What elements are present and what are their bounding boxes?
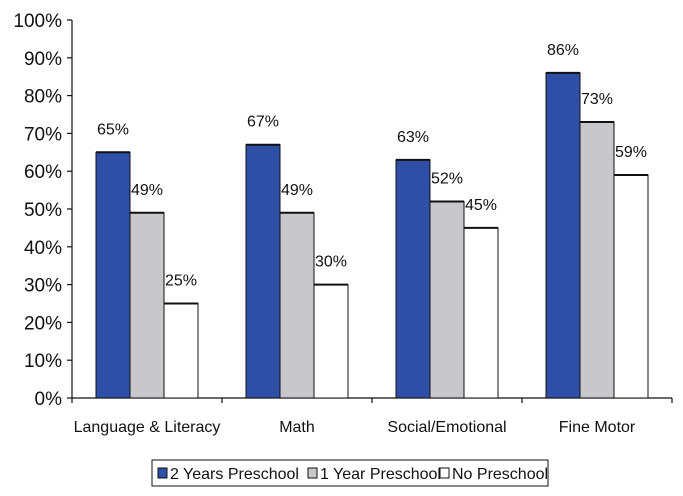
bar xyxy=(463,227,499,399)
x-tick-label: Math xyxy=(279,419,315,436)
data-label: 30% xyxy=(315,254,347,271)
y-tick-label: 20% xyxy=(24,313,62,334)
bar xyxy=(313,284,349,399)
y-tick-label: 40% xyxy=(24,238,62,259)
axes: 0% 10% 20% 30% 40% 50% 60% 70% 80% 90% 100% Languag… xyxy=(13,11,673,436)
bar xyxy=(545,72,581,399)
data-label: 52% xyxy=(431,170,463,187)
bar xyxy=(395,159,431,399)
data-label: 49% xyxy=(281,182,313,199)
legend-box xyxy=(151,459,549,487)
data-label: 49% xyxy=(131,182,163,199)
data-label: 73% xyxy=(581,91,613,108)
bar xyxy=(279,212,315,399)
y-tick-label: 70% xyxy=(24,124,62,145)
x-tick-label: Fine Motor xyxy=(559,419,636,436)
legend-label: 1 Year Preschool xyxy=(320,466,441,483)
y-tick-label: 10% xyxy=(24,351,62,372)
legend-swatch xyxy=(439,467,450,479)
legend-label: No Preschool xyxy=(452,466,548,483)
y-tick-label: 100% xyxy=(13,11,62,32)
data-label: 86% xyxy=(547,42,579,59)
data-label: 45% xyxy=(465,197,497,214)
data-label: 67% xyxy=(247,114,279,131)
bars: 65% 49% 25% 67% 49% 30% 63% 52%45% 86% 73% 59% xyxy=(95,42,649,399)
x-tick-label: Social/Emotional xyxy=(387,419,506,436)
y-tick-label: 80% xyxy=(24,87,62,108)
y-tick-label: 30% xyxy=(24,276,62,297)
legend: 2 Years Preschool 1 Year Preschool No Pres… xyxy=(151,459,549,487)
bar xyxy=(429,200,465,399)
bar xyxy=(163,303,199,399)
bar xyxy=(245,144,281,399)
legend-swatch xyxy=(157,467,168,479)
y-tick-label: 50% xyxy=(24,200,62,221)
bar xyxy=(95,151,131,399)
y-tick-label: 60% xyxy=(24,162,62,183)
data-label: 65% xyxy=(97,121,129,138)
data-label: 63% xyxy=(397,129,429,146)
y-tick-label: 90% xyxy=(24,49,62,70)
bar xyxy=(129,212,165,399)
y-tick-label: 0% xyxy=(35,389,63,410)
legend-swatch xyxy=(307,467,318,479)
data-label: 25% xyxy=(165,273,197,290)
bar xyxy=(579,121,615,399)
bar xyxy=(613,174,649,399)
data-label: 59% xyxy=(615,144,647,161)
x-tick-label: Language & Literacy xyxy=(74,419,221,436)
legend-label: 2 Years Preschool xyxy=(170,466,299,483)
